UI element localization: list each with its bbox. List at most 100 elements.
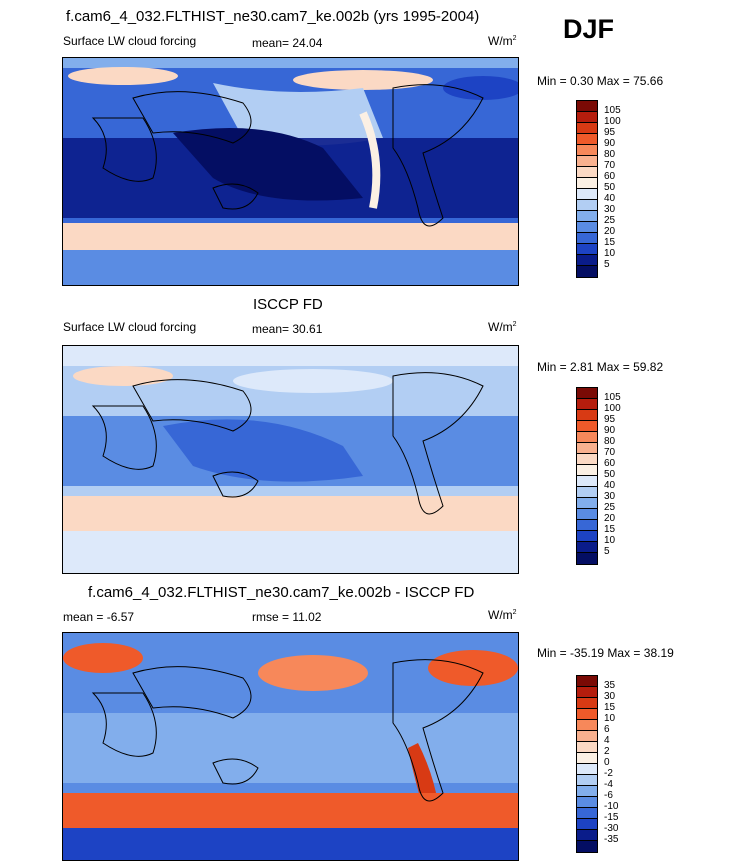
panel2-map	[62, 345, 519, 574]
colorbar-segment	[577, 520, 597, 531]
colorbar-segment	[577, 764, 597, 775]
colorbar-segment	[577, 676, 597, 687]
colorbar-segment	[577, 742, 597, 753]
colorbar-tick-label: 30	[604, 491, 616, 502]
colorbar-segment	[577, 112, 597, 123]
colorbar-tick-label: 15	[604, 702, 616, 713]
panel3-title: f.cam6_4_032.FLTHIST_ne30.cam7_ke.002b -…	[88, 584, 475, 601]
colorbar-segment	[577, 178, 597, 189]
colorbar-tick-label: 30	[604, 691, 616, 702]
colorbar-tick-label: 25	[604, 215, 616, 226]
colorbar-segment	[577, 687, 597, 698]
panel2-field	[63, 346, 518, 573]
colorbar-segment	[577, 101, 597, 112]
colorbar-tick-label: -15	[604, 812, 619, 823]
colorbar-tick-label: 95	[604, 127, 616, 138]
colorbar-segment	[577, 388, 597, 399]
panel3-rmse-label: rmse = 11.02	[252, 610, 322, 624]
colorbar-tick-label: 60	[604, 458, 616, 469]
colorbar-segment	[577, 454, 597, 465]
colorbar-tick-label: 70	[604, 160, 616, 171]
colorbar-segment	[577, 487, 597, 498]
panel1-mean-label: mean= 24.04	[252, 36, 323, 50]
colorbar-segment	[577, 808, 597, 819]
colorbar-segment	[577, 244, 597, 255]
colorbar-tick-label: 30	[604, 204, 616, 215]
colorbar-segment	[577, 720, 597, 731]
colorbar-segment	[577, 753, 597, 764]
colorbar-segment	[577, 443, 597, 454]
colorbar-segment	[577, 498, 597, 509]
colorbar-segment	[577, 123, 597, 134]
colorbar-tick-label: 15	[604, 237, 616, 248]
colorbar-segment	[577, 211, 597, 222]
colorbar-segment	[577, 145, 597, 156]
panel2-mean-label: mean= 30.61	[252, 322, 323, 336]
colorbar-tick-label: 100	[604, 403, 621, 414]
colorbar-segment	[577, 410, 597, 421]
colorbar-tick-label: 20	[604, 513, 616, 524]
panel3-field	[63, 633, 518, 860]
season-label: DJF	[563, 14, 615, 44]
colorbar-tick-label: 15	[604, 524, 616, 535]
panel1-left-label: Surface LW cloud forcing	[63, 34, 197, 48]
colorbar-tick-label: 5	[604, 259, 610, 270]
colorbar-tick-label: 40	[604, 480, 616, 491]
panel2-left-label: Surface LW cloud forcing	[63, 320, 197, 334]
colorbar-segment	[577, 775, 597, 786]
panel1-units: W/m2	[488, 34, 517, 48]
panel1-field	[63, 58, 518, 285]
colorbar-segment	[577, 841, 597, 852]
colorbar-tick-label: 35	[604, 680, 616, 691]
panel1-map	[62, 57, 519, 286]
panel3-minmax: Min = -35.19 Max = 38.19	[537, 646, 674, 660]
colorbar-tick-label: 6	[604, 724, 610, 735]
colorbar-tick-label: 105	[604, 105, 621, 116]
colorbar-tick-label: 95	[604, 414, 616, 425]
colorbar-tick-label: 90	[604, 138, 616, 149]
colorbar-segment	[577, 465, 597, 476]
colorbar-tick-label: -10	[604, 801, 619, 812]
colorbar-tick-label: -30	[604, 823, 619, 834]
colorbar-tick-label: 100	[604, 116, 621, 127]
colorbar-segment	[577, 432, 597, 443]
panel2-units: W/m2	[488, 320, 517, 334]
colorbar-tick-label: -35	[604, 834, 619, 845]
colorbar-segment	[577, 830, 597, 841]
colorbar-tick-label: 25	[604, 502, 616, 513]
colorbar-segment	[577, 167, 597, 178]
colorbar-tick-label: 60	[604, 171, 616, 182]
colorbar-segment	[577, 709, 597, 720]
colorbar-segment	[577, 819, 597, 830]
colorbar-segment	[577, 731, 597, 742]
colorbar-segment	[577, 266, 597, 277]
colorbar-tick-label: 80	[604, 436, 616, 447]
colorbar-segment	[577, 233, 597, 244]
colorbar-segment	[577, 698, 597, 709]
colorbar-tick-label: 2	[604, 746, 610, 757]
colorbar-segment	[577, 553, 597, 564]
colorbar-tick-label: 90	[604, 425, 616, 436]
panel3-mean-label: mean = -6.57	[63, 610, 135, 624]
colorbar-segment	[577, 189, 597, 200]
colorbar-segment	[577, 200, 597, 211]
colorbar-segment	[577, 222, 597, 233]
colorbar-tick-label: -4	[604, 779, 613, 790]
colorbar-segment	[577, 786, 597, 797]
colorbar-tick-label: 105	[604, 392, 621, 403]
colorbar-tick-label: 50	[604, 469, 616, 480]
panel3-colorbar	[576, 675, 598, 853]
colorbar-tick-label: 40	[604, 193, 616, 204]
colorbar-segment	[577, 531, 597, 542]
panel1-title: f.cam6_4_032.FLTHIST_ne30.cam7_ke.002b (…	[66, 8, 480, 25]
panel2-title: ISCCP FD	[253, 296, 323, 313]
panel3-units: W/m2	[488, 608, 517, 622]
colorbar-tick-label: 10	[604, 535, 616, 546]
colorbar-segment	[577, 509, 597, 520]
colorbar-tick-label: 20	[604, 226, 616, 237]
colorbar-tick-label: 10	[604, 713, 616, 724]
colorbar-segment	[577, 134, 597, 145]
colorbar-tick-label: 10	[604, 248, 616, 259]
colorbar-segment	[577, 542, 597, 553]
panel2-minmax: Min = 2.81 Max = 59.82	[537, 360, 664, 374]
